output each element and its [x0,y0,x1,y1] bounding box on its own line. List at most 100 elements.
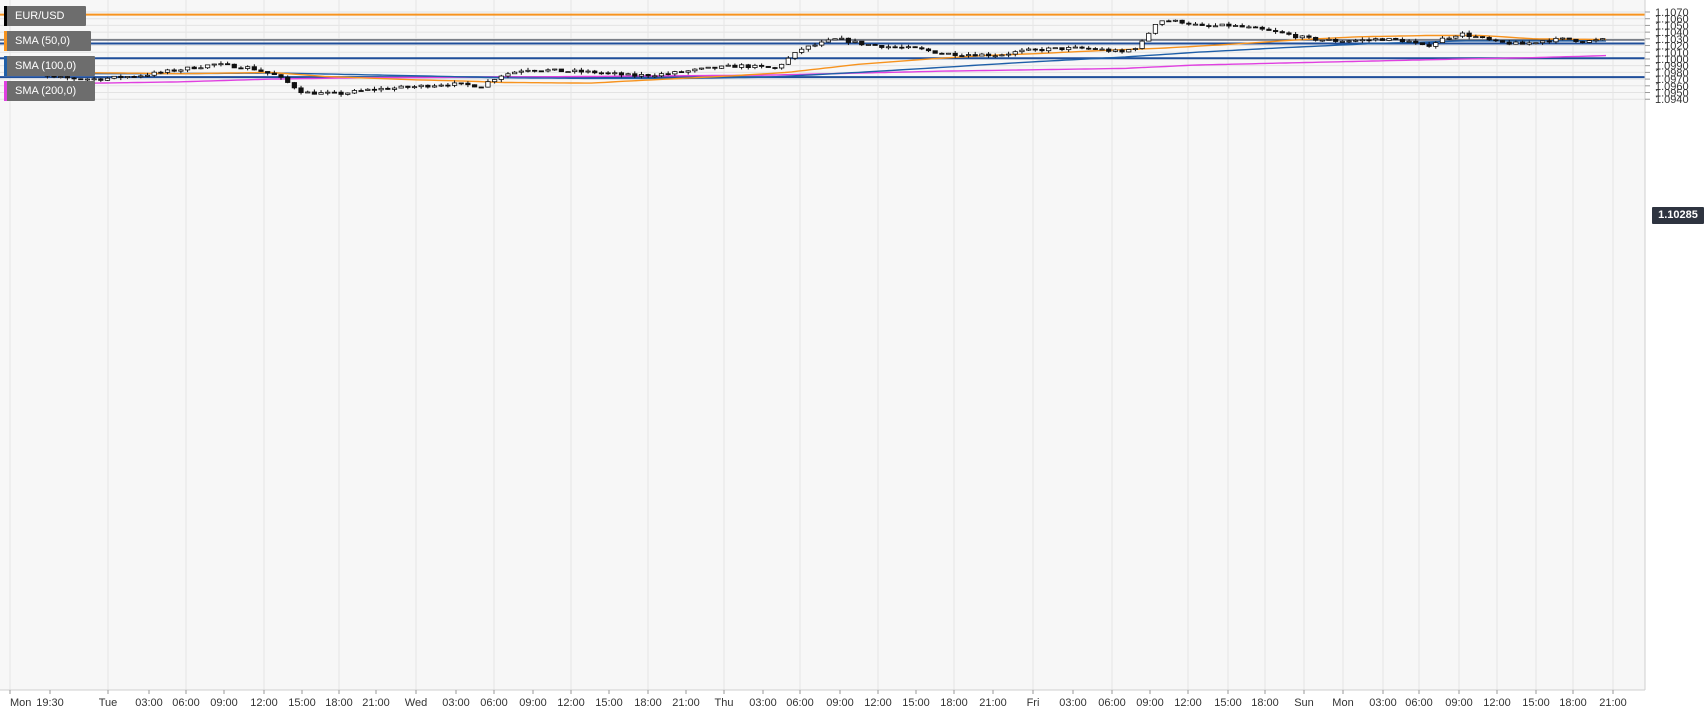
x-tick-label: Tue [99,697,118,709]
y-tick-label: 1.0970 [1655,74,1689,86]
candle-bearish [952,52,958,56]
candle-bearish [592,70,598,74]
candle-bullish [692,68,698,72]
candle-bearish [1466,32,1472,38]
candle-bearish [598,72,605,75]
legend-item-eurusd[interactable]: EUR/USD [4,6,86,26]
candle-bearish [558,68,564,73]
x-tick-label: 03:00 [135,697,163,709]
candle-bullish [1533,42,1539,45]
x-tick-label: Wed [405,697,427,709]
x-tick-label: 12:00 [557,697,585,709]
legend: EUR/USD SMA (50,0) SMA (100,0) SMA (200,… [4,6,95,106]
candlesticks [4,19,1606,97]
candle-bearish [1286,32,1292,35]
current-price-tag: 1.10285 [1652,207,1704,224]
legend-label: EUR/USD [15,10,65,22]
candle-bullish [1319,39,1325,42]
candle-bearish [732,64,738,68]
legend-item-sma100[interactable]: SMA (100,0) [4,56,95,76]
candle-bearish [1413,40,1419,44]
candle-bearish [285,76,291,83]
candle-bullish [1246,26,1252,29]
candle-bearish [371,88,378,91]
candle-bullish [992,55,998,58]
candle-bullish [1005,53,1012,56]
candle-bullish [1052,47,1058,50]
candle-bearish [772,67,778,69]
candle-bullish [905,46,912,49]
candle-bullish [752,64,758,68]
candle-bearish [939,52,945,55]
candle-bearish [445,84,451,87]
candle-bearish [78,78,84,81]
candle-bullish [832,38,838,41]
candle-bearish [291,82,297,89]
candle-bearish [191,66,197,70]
x-tick-label: 09:00 [210,697,238,709]
x-tick-label: Mon [10,697,31,709]
candle-bearish [1226,23,1232,27]
candle-bullish [1346,40,1352,43]
candle-bullish [365,88,371,91]
candle-bullish [518,70,524,73]
candle-bullish [1473,36,1479,38]
x-tick-label: 06:00 [172,697,200,709]
candle-bullish [1553,37,1559,43]
x-tick-label: 18:00 [1559,697,1587,709]
candle-bullish [652,75,658,78]
candle-bullish [1232,25,1239,27]
candle-bullish [1012,51,1018,55]
candle-bullish [111,75,117,79]
x-tick-label: 09:00 [519,697,547,709]
candle-bullish [378,87,384,91]
x-tick-label: 18:00 [634,697,662,709]
x-tick-label: 18:00 [940,697,968,709]
x-tick-label: 06:00 [480,697,508,709]
legend-swatch [4,31,7,51]
candle-bearish [64,76,71,79]
x-tick-label: 15:00 [595,697,623,709]
candle-bearish [532,69,538,72]
candle-bullish [1326,39,1332,41]
candle-bearish [1272,30,1279,33]
candle-bearish [71,77,77,80]
x-tick-label: 06:00 [1098,697,1126,709]
x-tick-label: 21:00 [979,697,1007,709]
x-tick-label: 18:00 [1251,697,1279,709]
candle-bearish [632,73,638,77]
candle-bearish [1239,25,1245,28]
candle-bullish [805,45,811,50]
candle-bullish [1192,23,1199,26]
candle-bullish [345,92,351,95]
candle-bearish [859,40,865,46]
candle-bullish [685,70,691,73]
candle-bullish [1459,32,1466,37]
candle-bullish [585,70,591,73]
candle-bullish [1072,46,1078,49]
x-tick-label: 03:00 [1369,697,1397,709]
candle-bearish [985,53,992,57]
candle-bearish [845,37,851,43]
x-tick-label: Mon [1332,697,1353,709]
x-tick-label: 09:00 [826,697,854,709]
candle-bearish [1266,28,1272,31]
candle-bearish [278,74,284,78]
candle-bearish [1252,26,1259,29]
legend-item-sma50[interactable]: SMA (50,0) [4,31,91,51]
candle-bearish [225,63,231,66]
candle-bearish [1399,39,1406,43]
candle-bearish [271,72,277,76]
candle-bullish [799,48,805,53]
y-tick-label: 1.0940 [1655,94,1689,106]
candle-bearish [1306,35,1312,38]
candle-bearish [1546,40,1552,43]
candle-bearish [158,71,164,74]
x-tick-label: 15:00 [1522,697,1550,709]
candle-bullish [885,46,892,49]
candle-bullish [1152,23,1159,34]
candle-bullish [672,71,678,75]
candle-bearish [425,84,431,88]
legend-item-sma200[interactable]: SMA (200,0) [4,81,95,101]
